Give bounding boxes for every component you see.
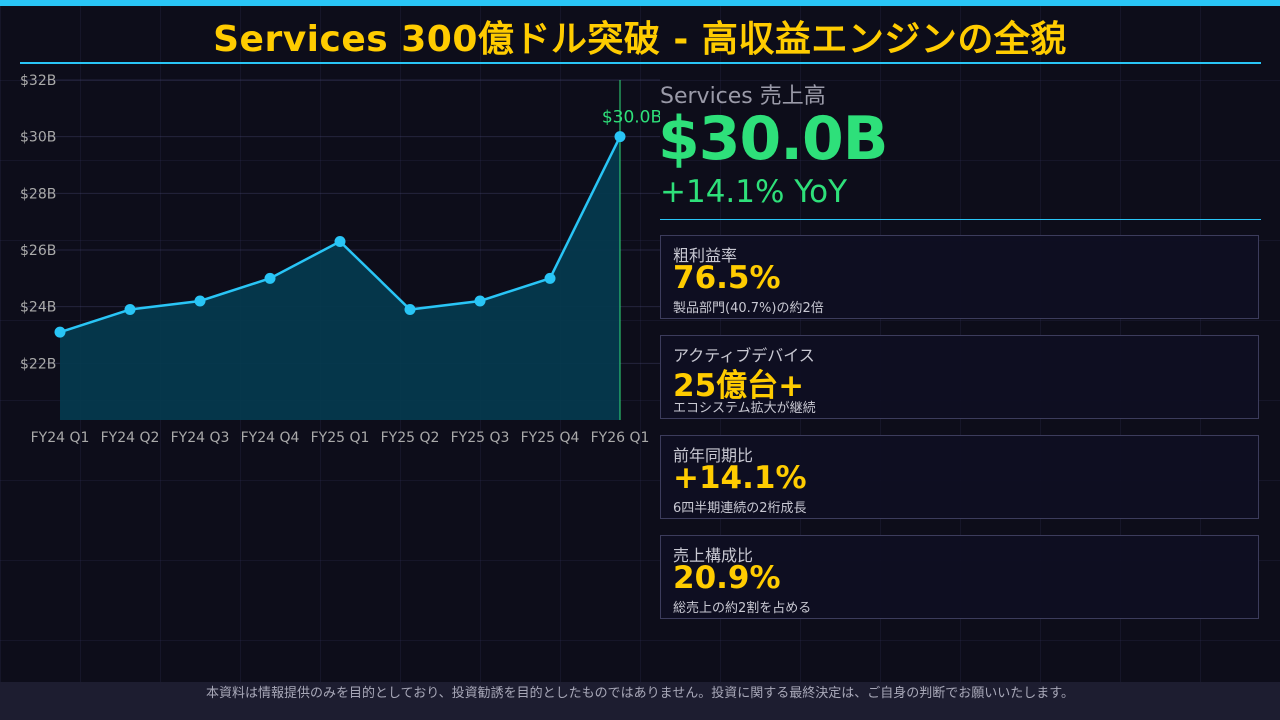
disclaimer-footer: 本資料は情報提供のみを目的としており、投資勧誘を目的としたものではありません。投…: [0, 682, 1280, 720]
y-tick-label: $32B: [20, 73, 56, 89]
data-point: [124, 304, 136, 315]
card-note: 製品部門(40.7%)の約2倍: [673, 301, 824, 316]
data-point: [614, 131, 626, 143]
kpi-yoy: +14.1% YoY: [660, 174, 848, 210]
card-revenue-share: 売上構成比 20.9% 総売上の約2割を占める: [660, 535, 1259, 619]
card-value: 20.9%: [673, 560, 781, 596]
x-tick-label: FY24 Q4: [241, 430, 300, 446]
page-title: Services 300億ドル突破 - 高収益エンジンの全貌: [213, 19, 1067, 60]
kpi-divider: [660, 219, 1261, 220]
card-note: 総売上の約2割を占める: [673, 601, 812, 616]
card-yoy-growth: 前年同期比 +14.1% 6四半期連続の2桁成長: [660, 435, 1259, 519]
card-note: エコシステム拡大が継続: [673, 401, 816, 416]
services-revenue-chart: $22B $24B $26B $28B $30B $32B FY24 Q1 FY24 Q2 F…: [20, 73, 660, 446]
card-value: 76.5%: [673, 260, 781, 296]
kpi-name: Services 売上高: [660, 84, 826, 109]
data-point: [194, 295, 206, 307]
card-label: 粗利益率: [673, 246, 738, 265]
data-point: [54, 326, 66, 338]
kpi-value: $30.0B: [658, 104, 889, 174]
data-point: [544, 272, 556, 284]
y-tick-label: $26B: [20, 243, 56, 259]
card-label: アクティブデバイス: [673, 346, 815, 365]
x-tick-label: FY25 Q3: [451, 430, 510, 446]
y-tick-label: $22B: [20, 356, 56, 372]
card-gross-margin: 粗利益率 76.5% 製品部門(40.7%)の約2倍: [660, 235, 1259, 319]
card-label: 売上構成比: [673, 546, 754, 565]
data-point: [334, 236, 346, 247]
y-tick-label: $30B: [20, 130, 56, 146]
latest-value-annotation: $30.0B: [602, 108, 660, 128]
x-tick-label: FY25 Q4: [521, 430, 580, 446]
x-tick-label: FY24 Q3: [171, 430, 230, 446]
top-accent-bar: [0, 0, 1280, 6]
data-point: [404, 304, 416, 315]
card-value: +14.1%: [673, 460, 807, 496]
card-note: 6四半期連続の2桁成長: [673, 501, 807, 516]
x-tick-label: FY24 Q1: [31, 430, 90, 446]
card-active-devices: アクティブデバイス 25億台+ エコシステム拡大が継続: [660, 335, 1259, 419]
title-divider: [20, 62, 1261, 64]
x-tick-label: FY25 Q2: [381, 430, 440, 446]
x-tick-label: FY24 Q2: [101, 430, 160, 446]
x-tick-label: FY26 Q1: [591, 430, 650, 446]
data-point: [474, 295, 486, 307]
card-value: 25億台+: [673, 368, 805, 404]
card-label: 前年同期比: [673, 446, 754, 465]
x-tick-label: FY25 Q1: [311, 430, 370, 446]
data-point: [264, 272, 276, 284]
y-tick-label: $24B: [20, 300, 56, 316]
revenue-area-fill: [60, 136, 620, 420]
y-tick-label: $28B: [20, 186, 56, 202]
